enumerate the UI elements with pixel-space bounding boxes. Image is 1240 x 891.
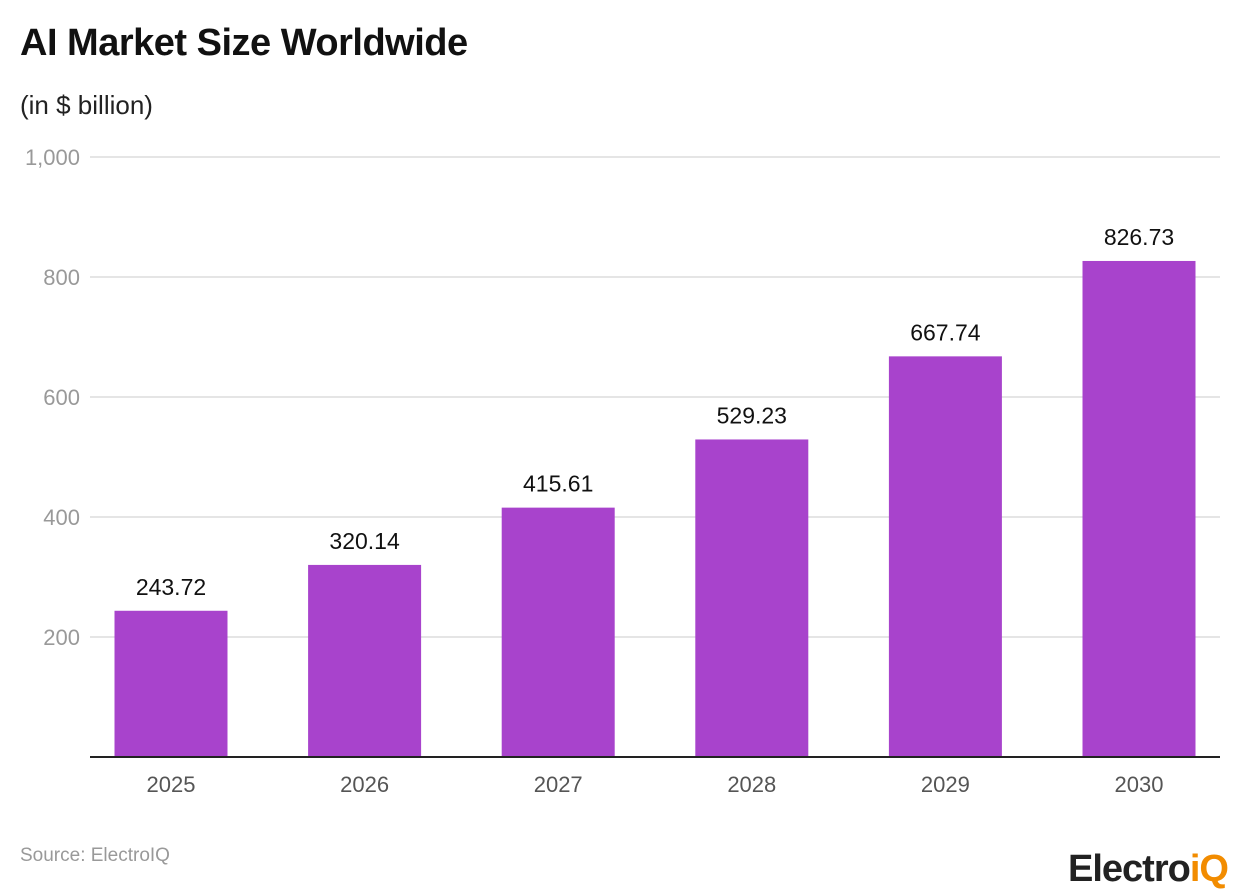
y-tick-label: 200: [43, 625, 80, 650]
data-label: 415.61: [523, 471, 593, 497]
y-tick-label: 1,000: [25, 145, 80, 170]
x-tick-label: 2027: [534, 772, 583, 797]
bar: [1082, 260, 1196, 757]
x-tick-label: 2030: [1115, 772, 1164, 797]
bar: [308, 564, 422, 757]
data-label: 529.23: [717, 402, 787, 428]
y-tick-label: 400: [43, 505, 80, 530]
data-label: 243.72: [136, 574, 206, 600]
y-tick-label: 800: [43, 265, 80, 290]
bar: [695, 439, 809, 757]
data-label: 667.74: [910, 319, 981, 345]
x-tick-label: 2025: [147, 772, 196, 797]
data-label: 320.14: [329, 528, 400, 554]
x-tick-label: 2026: [340, 772, 389, 797]
chart-title: AI Market Size Worldwide: [20, 22, 468, 64]
electroiq-logo: ElectroiQ: [1068, 848, 1229, 891]
x-tick-label: 2029: [921, 772, 970, 797]
x-tick-label: 2028: [727, 772, 776, 797]
data-label: 826.73: [1104, 224, 1174, 250]
logo-accent: iQ: [1189, 848, 1229, 890]
y-tick-label: 600: [43, 385, 80, 410]
bar: [114, 610, 228, 757]
source-note: Source: ElectroIQ: [20, 845, 170, 866]
logo-text: Electro: [1068, 848, 1191, 890]
bar: [501, 507, 615, 757]
bar: [888, 356, 1002, 757]
chart-subtitle: (in $ billion): [20, 90, 153, 120]
